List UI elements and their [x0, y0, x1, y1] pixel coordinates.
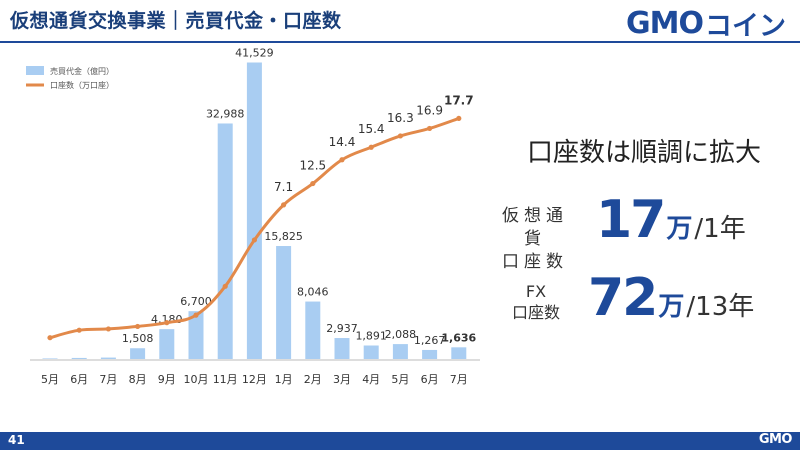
logo-suffix-text: コイン — [705, 11, 786, 42]
bar-data-label: 1,267 — [414, 334, 446, 347]
bar-data-label: 1,636 — [441, 331, 476, 344]
x-tick-label: 10月 — [184, 373, 209, 386]
bar — [363, 345, 379, 359]
line-point — [368, 144, 374, 150]
x-tick-label: 11月 — [213, 373, 238, 386]
footer-bar: 41 GMO — [0, 432, 800, 450]
bar — [451, 347, 467, 359]
line-point — [251, 237, 257, 243]
line-point — [76, 327, 82, 333]
line-point — [193, 312, 199, 318]
line-data-label: 17.7 — [444, 93, 474, 107]
x-tick-label: 4月 — [362, 373, 380, 386]
stat2-value: 72 万 /13年 — [588, 268, 754, 328]
page-title: 仮想通貨交換事業｜売買代金・口座数 — [10, 10, 342, 32]
bar-data-label: 6,700 — [180, 295, 212, 308]
bar — [217, 123, 233, 360]
legend-swatch-bar — [26, 66, 44, 75]
stat2-suffix: /13年 — [686, 292, 755, 322]
bar — [334, 338, 350, 359]
bar-data-label: 1,891 — [355, 329, 387, 342]
bar-data-label: 2,088 — [385, 328, 417, 341]
line-data-label: 16.9 — [416, 103, 443, 117]
line-point — [164, 320, 170, 326]
line-point — [310, 180, 316, 187]
x-tick-label: 6月 — [70, 373, 88, 386]
bar-data-label: 2,937 — [326, 322, 358, 335]
stat1-number: 17 — [596, 190, 666, 250]
stat2-label-line2: 口座数 — [511, 303, 560, 322]
line-point — [339, 157, 345, 163]
headline-text: 口座数は順調に拡大 — [527, 138, 762, 168]
legend-label-bar: 売買代金（億円） — [50, 66, 114, 76]
x-tick-label: 8月 — [129, 373, 147, 386]
line-point — [47, 335, 53, 341]
line-point — [222, 283, 228, 289]
stat1-label-line2: 口座数 — [502, 252, 568, 272]
x-tick-label: 1月 — [275, 373, 293, 386]
x-tick-label: 7月 — [99, 373, 117, 386]
bar — [188, 311, 204, 359]
line-data-label: 14.4 — [329, 135, 356, 149]
line-point — [427, 125, 433, 132]
bar — [42, 358, 58, 359]
bar — [305, 301, 321, 359]
line-data-label: 15.4 — [358, 122, 385, 136]
bar-data-label: 15,825 — [264, 230, 303, 243]
bar-data-label: 41,529 — [235, 47, 274, 60]
line-point — [281, 202, 287, 208]
stat2-unit: 万 — [658, 292, 685, 322]
bar — [100, 357, 116, 359]
line-point — [105, 326, 111, 332]
combo-chart: 売買代金（億円）口座数（万口座）1,5084,1806,70032,98841,… — [26, 47, 480, 386]
line-point — [397, 133, 403, 139]
line-point — [456, 115, 462, 122]
stat2-label-line1: FX — [525, 282, 547, 301]
bar-data-label: 1,508 — [122, 332, 154, 345]
title-divider — [0, 41, 800, 43]
bar — [246, 62, 262, 359]
bar — [276, 246, 292, 359]
stat2-number: 72 — [588, 268, 658, 328]
legend-label-line: 口座数（万口座） — [50, 80, 114, 90]
stat1-suffix: /1年 — [694, 214, 746, 244]
bar-data-label: 32,988 — [206, 107, 245, 120]
logo-brand-text: GMO — [626, 6, 704, 41]
x-tick-label: 6月 — [421, 373, 439, 386]
page-number: 41 — [8, 433, 25, 447]
stat2-label: FX 口座数 — [496, 281, 576, 323]
stat1-value: 17 万 /1年 — [596, 190, 746, 250]
x-tick-label: 12月 — [242, 373, 267, 386]
brand-logo: GMO コイン — [626, 4, 786, 43]
bar — [159, 329, 175, 359]
stat1-label-line1: 仮想通貨 — [502, 206, 568, 249]
bar — [422, 349, 438, 359]
x-tick-label: 7月 — [450, 373, 468, 386]
line-data-label: 7.1 — [274, 180, 293, 194]
bar-data-label: 8,046 — [297, 286, 329, 299]
bar — [392, 344, 408, 359]
footer-logo: GMO — [758, 432, 793, 447]
x-tick-label: 5月 — [41, 373, 59, 386]
x-tick-label: 5月 — [391, 373, 409, 386]
stat1-label: 仮想通貨 口座数 — [492, 205, 578, 274]
bar — [71, 357, 87, 359]
bar — [130, 348, 146, 359]
line-data-label: 12.5 — [299, 159, 326, 173]
x-tick-label: 9月 — [158, 373, 176, 386]
line-data-label: 16.3 — [387, 111, 414, 125]
line-point — [135, 323, 141, 330]
stat1-unit: 万 — [666, 214, 693, 244]
x-tick-label: 2月 — [304, 373, 322, 386]
x-tick-label: 3月 — [333, 373, 351, 386]
